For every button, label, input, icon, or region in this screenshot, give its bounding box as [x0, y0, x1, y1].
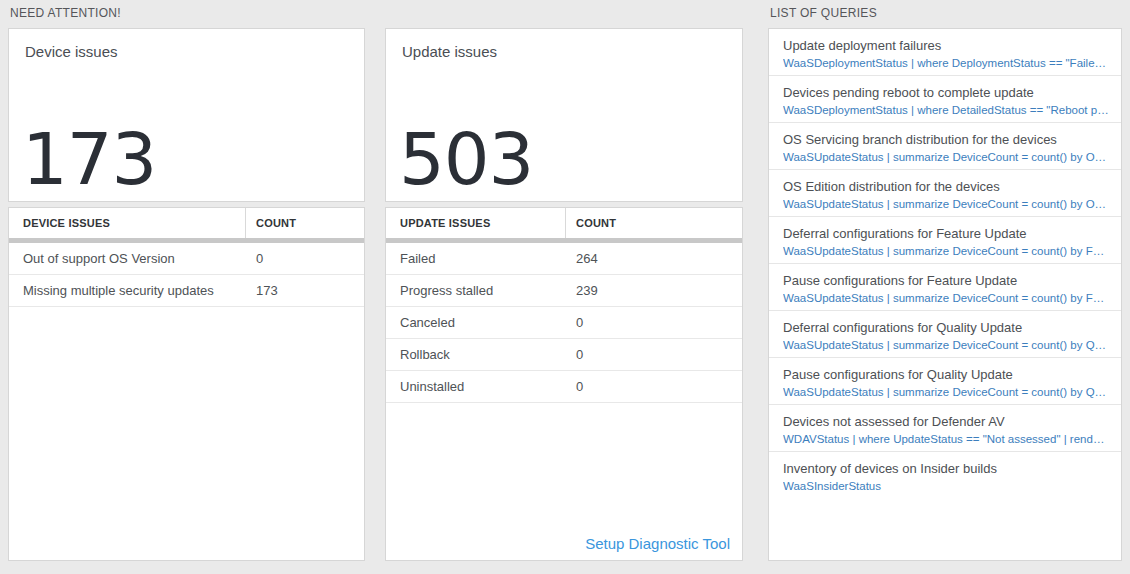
query-item[interactable]: Deferral configurations for Feature Upda… [769, 217, 1121, 264]
query-text[interactable]: WaaSUpdateStatus | summarize DeviceCount… [783, 385, 1109, 400]
query-item[interactable]: Pause configurations for Quality Update … [769, 358, 1121, 405]
device-issues-count-value: 173 [22, 123, 156, 195]
section-title-spacer [385, 0, 743, 28]
query-title: Pause configurations for Feature Update [783, 272, 1109, 289]
update-issues-column: Update issues 503 UPDATE ISSUES COUNT Fa… [385, 0, 743, 561]
table-row[interactable]: Failed 264 [386, 243, 742, 275]
row-count: 0 [566, 315, 742, 330]
row-count: 0 [566, 379, 742, 394]
query-title: Deferral configurations for Feature Upda… [783, 225, 1109, 242]
query-item[interactable]: Devices pending reboot to complete updat… [769, 76, 1121, 123]
row-count: 264 [566, 251, 742, 266]
device-issues-column-header: DEVICE ISSUES [9, 208, 246, 238]
query-item[interactable]: Devices not assessed for Defender AV WDA… [769, 405, 1121, 452]
query-text[interactable]: WDAVStatus | where UpdateStatus == "Not … [783, 432, 1109, 447]
row-count: 0 [246, 251, 364, 266]
count-column-header: COUNT [246, 208, 364, 238]
query-text[interactable]: WaaSInsiderStatus [783, 479, 1109, 494]
query-item[interactable]: Pause configurations for Feature Update … [769, 264, 1121, 311]
query-text[interactable]: WaaSUpdateStatus | summarize DeviceCount… [783, 338, 1109, 353]
table-row[interactable]: Uninstalled 0 [386, 371, 742, 403]
update-issues-count-value: 503 [399, 123, 533, 195]
table-row[interactable]: Progress stalled 239 [386, 275, 742, 307]
query-title: OS Edition distribution for the devices [783, 178, 1109, 195]
update-issues-column-header: UPDATE ISSUES [386, 208, 566, 238]
update-issues-metric-card[interactable]: Update issues 503 [385, 28, 743, 202]
query-title: Devices pending reboot to complete updat… [783, 84, 1109, 101]
device-issues-table-header-row: DEVICE ISSUES COUNT [9, 208, 364, 238]
queries-column: LIST OF QUERIES Update deployment failur… [768, 0, 1122, 561]
query-item[interactable]: Inventory of devices on Insider builds W… [769, 452, 1121, 499]
query-title: OS Servicing branch distribution for the… [783, 131, 1109, 148]
device-issues-metric-card[interactable]: Device issues 173 [8, 28, 365, 202]
row-label: Uninstalled [386, 379, 566, 394]
update-compliance-dashboard: NEED ATTENTION! Device issues 173 DEVICE… [0, 0, 1130, 561]
query-title: Devices not assessed for Defender AV [783, 413, 1109, 430]
query-text[interactable]: WaaSUpdateStatus | summarize DeviceCount… [783, 197, 1109, 212]
row-count: 0 [566, 347, 742, 362]
query-item[interactable]: Update deployment failures WaaSDeploymen… [769, 29, 1121, 76]
device-issues-table-card: DEVICE ISSUES COUNT Out of support OS Ve… [8, 207, 365, 561]
query-text[interactable]: WaaSUpdateStatus | summarize DeviceCount… [783, 244, 1109, 259]
device-issues-column: NEED ATTENTION! Device issues 173 DEVICE… [8, 0, 365, 561]
row-count: 239 [566, 283, 742, 298]
query-title: Pause configurations for Quality Update [783, 366, 1109, 383]
device-issues-card-title: Device issues [9, 29, 364, 60]
table-row[interactable]: Canceled 0 [386, 307, 742, 339]
query-title: Deferral configurations for Quality Upda… [783, 319, 1109, 336]
query-item[interactable]: OS Edition distribution for the devices … [769, 170, 1121, 217]
update-issues-table-card: UPDATE ISSUES COUNT Failed 264 Progress … [385, 207, 743, 561]
row-label: Rollback [386, 347, 566, 362]
query-item[interactable]: OS Servicing branch distribution for the… [769, 123, 1121, 170]
count-column-header: COUNT [566, 208, 742, 238]
row-label: Missing multiple security updates [9, 283, 246, 298]
update-issues-table-header-row: UPDATE ISSUES COUNT [386, 208, 742, 238]
query-text[interactable]: WaaSUpdateStatus | summarize DeviceCount… [783, 291, 1109, 306]
queries-list-card: Update deployment failures WaaSDeploymen… [768, 28, 1122, 561]
query-title: Update deployment failures [783, 37, 1109, 54]
query-text[interactable]: WaaSDeploymentStatus | where DeploymentS… [783, 56, 1109, 71]
table-row[interactable]: Rollback 0 [386, 339, 742, 371]
row-label: Canceled [386, 315, 566, 330]
list-of-queries-section-title: LIST OF QUERIES [768, 0, 1122, 28]
query-item[interactable]: Deferral configurations for Quality Upda… [769, 311, 1121, 358]
table-row[interactable]: Out of support OS Version 0 [9, 243, 364, 275]
table-row[interactable]: Missing multiple security updates 173 [9, 275, 364, 307]
row-label: Failed [386, 251, 566, 266]
row-label: Progress stalled [386, 283, 566, 298]
query-title: Inventory of devices on Insider builds [783, 460, 1109, 477]
query-text[interactable]: WaaSUpdateStatus | summarize DeviceCount… [783, 150, 1109, 165]
query-text[interactable]: WaaSDeploymentStatus | where DetailedSta… [783, 103, 1109, 118]
setup-diagnostic-tool-link[interactable]: Setup Diagnostic Tool [585, 535, 730, 552]
row-count: 173 [246, 283, 364, 298]
need-attention-section-title: NEED ATTENTION! [8, 0, 365, 28]
row-label: Out of support OS Version [9, 251, 246, 266]
update-issues-card-title: Update issues [386, 29, 742, 60]
